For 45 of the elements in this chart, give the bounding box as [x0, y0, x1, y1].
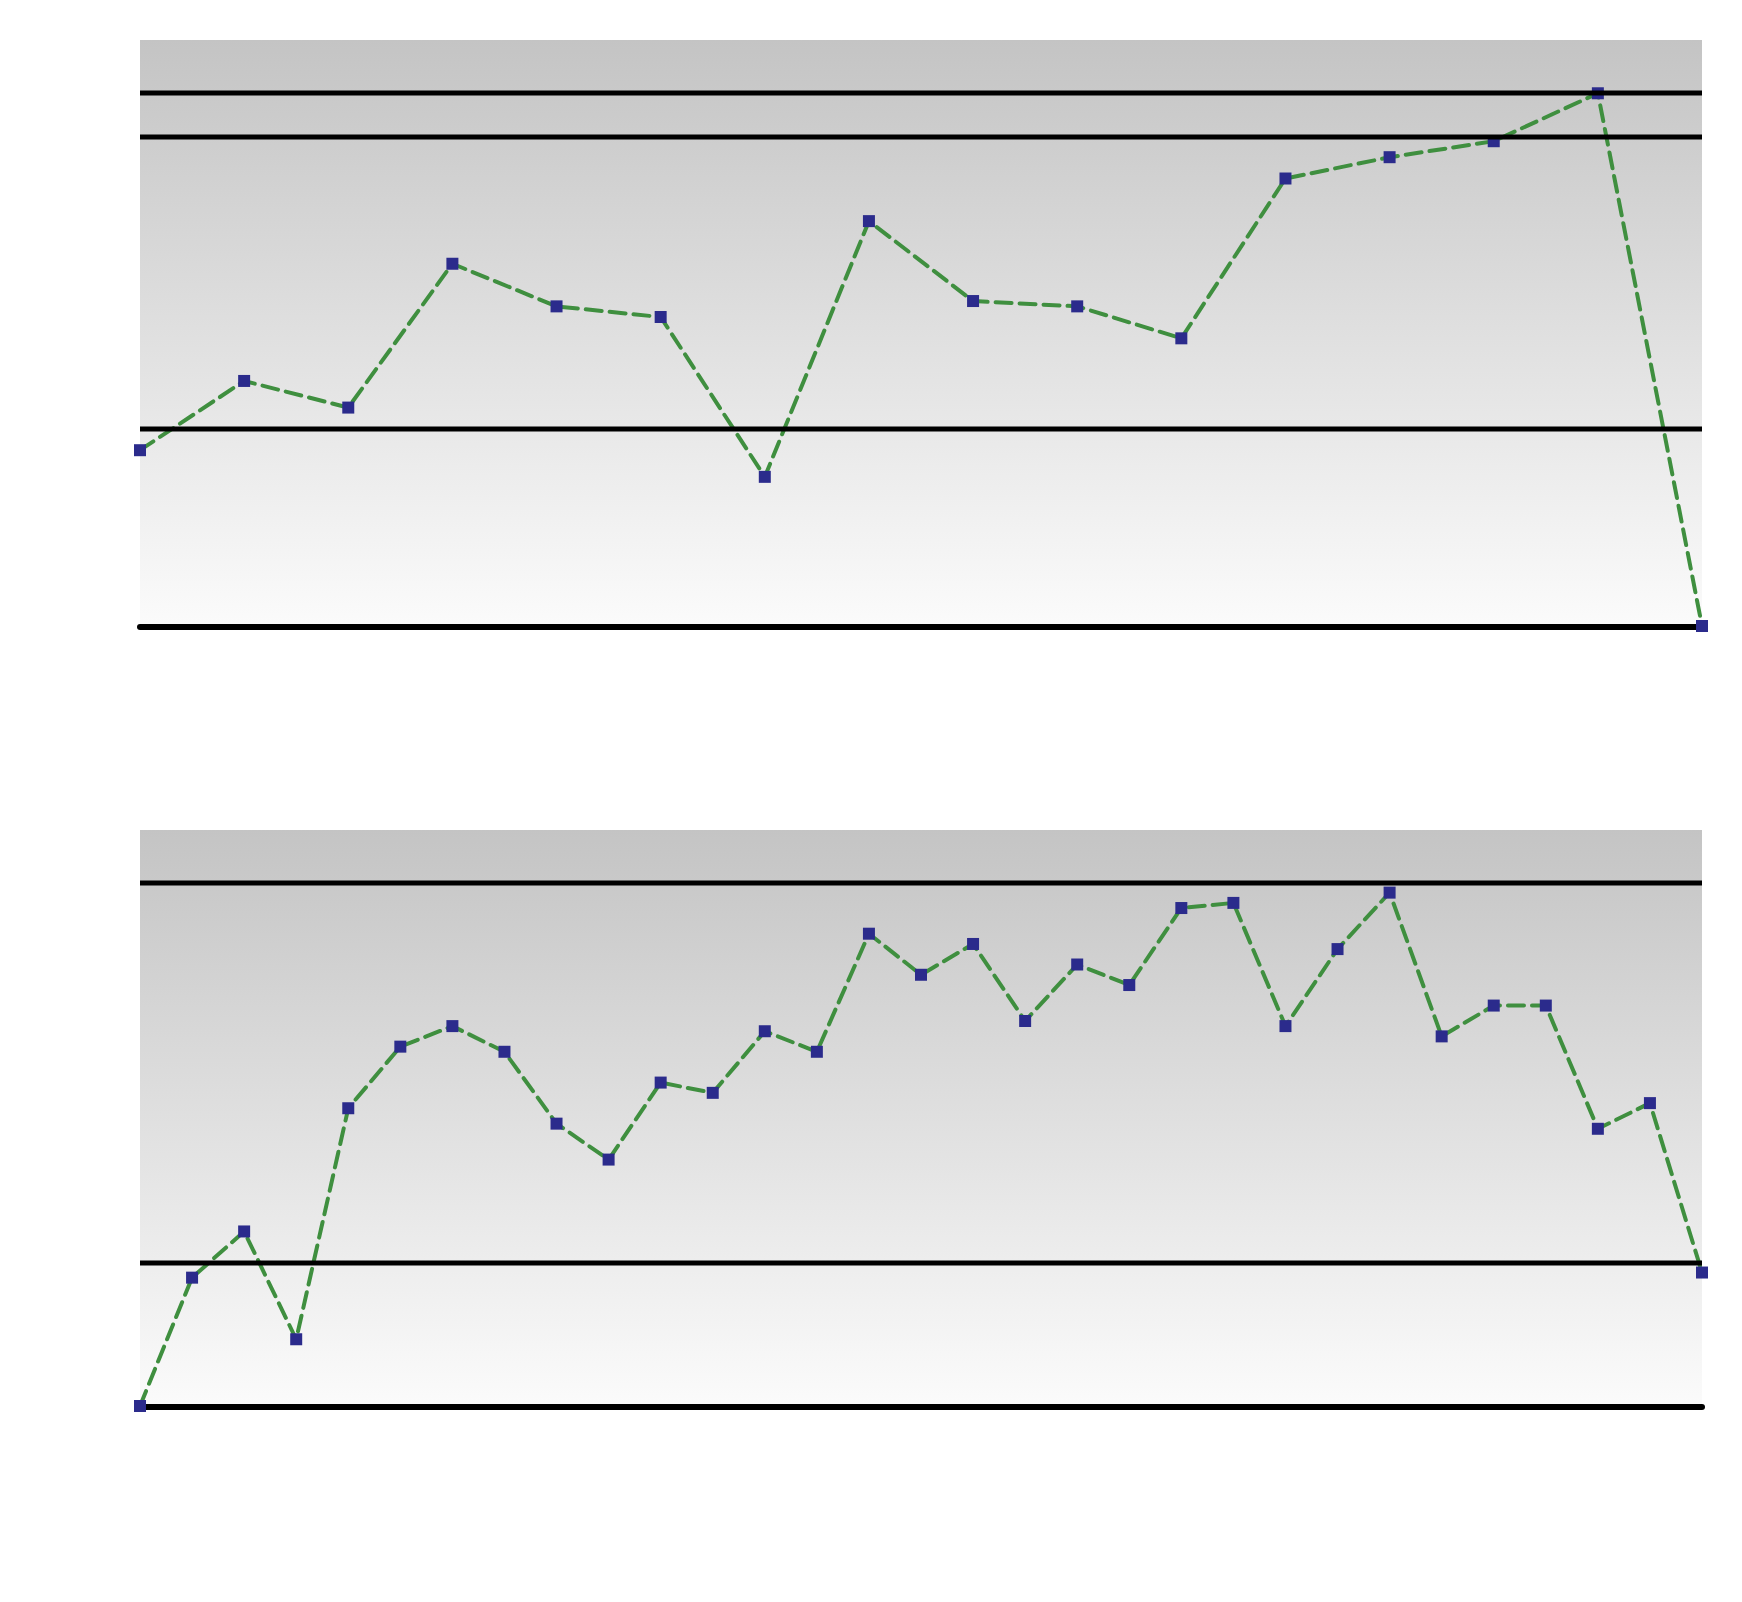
point	[967, 937, 980, 950]
point	[1696, 620, 1708, 632]
point	[550, 1117, 563, 1130]
point	[758, 470, 771, 483]
point	[758, 1025, 771, 1038]
point	[134, 1400, 146, 1412]
point	[1175, 332, 1188, 345]
point	[238, 374, 251, 387]
point	[1591, 1122, 1604, 1135]
point	[1175, 902, 1188, 915]
point	[810, 1045, 823, 1058]
point	[134, 444, 146, 457]
point	[1539, 999, 1552, 1012]
point	[1383, 151, 1396, 164]
point	[342, 401, 355, 414]
point	[915, 968, 927, 981]
point	[1071, 300, 1084, 313]
point	[446, 257, 459, 270]
point	[602, 1153, 615, 1166]
point	[1019, 1014, 1032, 1027]
point	[1279, 172, 1292, 185]
point	[1435, 1030, 1448, 1043]
point	[1279, 1020, 1292, 1033]
point	[967, 295, 980, 308]
point	[1383, 886, 1396, 899]
point	[186, 1271, 199, 1284]
point	[238, 1225, 251, 1238]
point	[1643, 1097, 1656, 1110]
point	[498, 1045, 511, 1058]
point	[342, 1102, 355, 1115]
point	[394, 1040, 407, 1053]
point	[862, 927, 875, 940]
point	[654, 311, 667, 324]
point	[1331, 943, 1344, 956]
point	[1071, 958, 1084, 971]
point	[550, 300, 563, 313]
point	[706, 1086, 719, 1099]
point	[290, 1333, 303, 1346]
point	[1487, 999, 1500, 1012]
point	[654, 1076, 667, 1089]
point	[862, 215, 875, 228]
point	[1696, 1266, 1708, 1279]
point	[446, 1020, 459, 1033]
point	[1123, 979, 1136, 992]
point	[1227, 896, 1240, 909]
